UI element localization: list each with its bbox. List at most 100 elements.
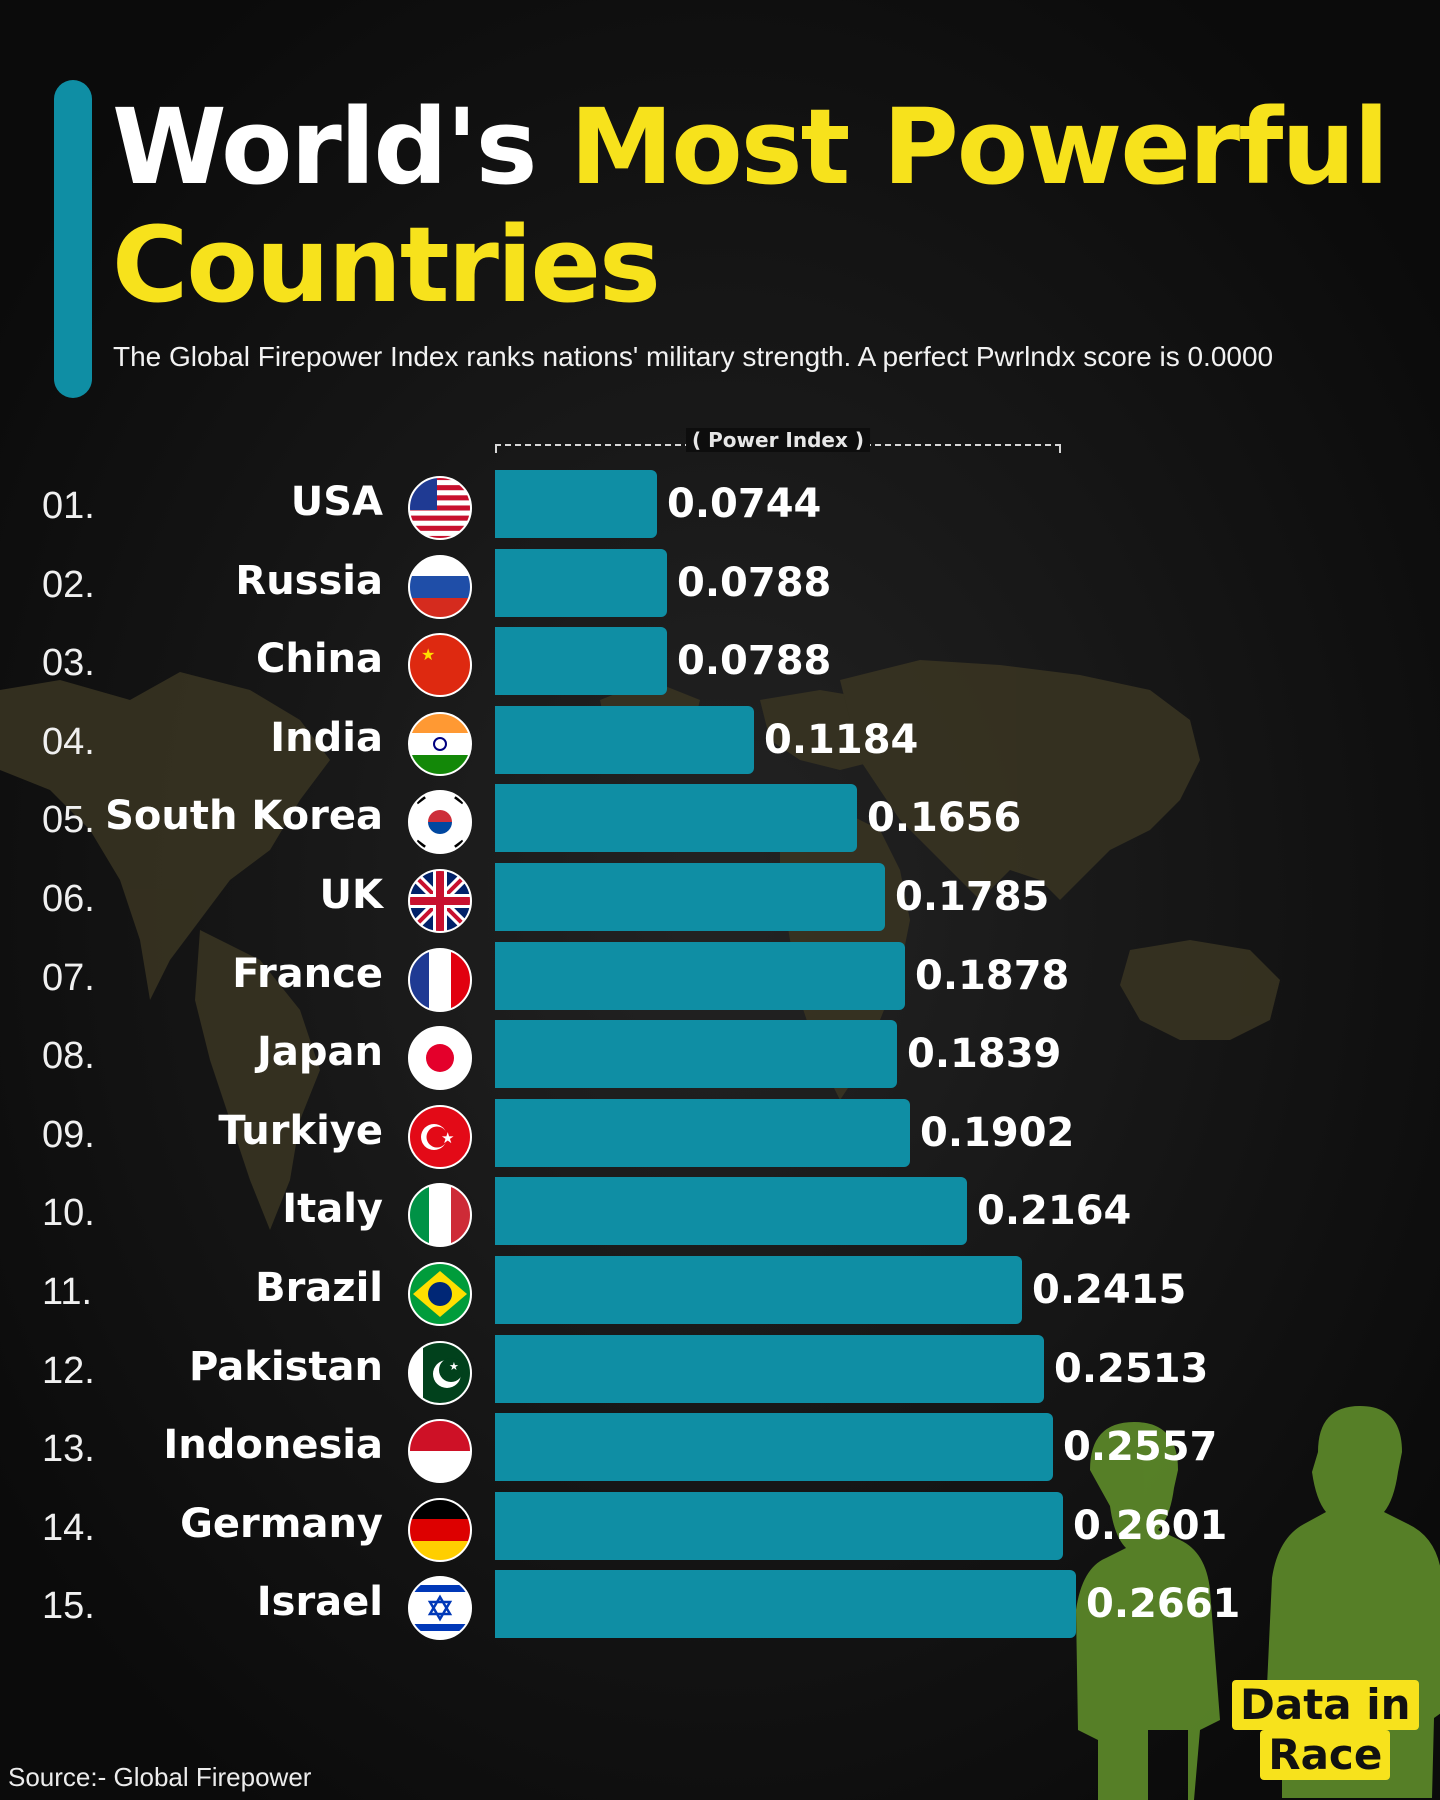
chart-row: 02. Russia 0.0788 [0, 546, 1440, 619]
turkiye-flag-icon: ★ [407, 1104, 473, 1170]
bar [495, 1098, 910, 1167]
category-label: Turkiye [218, 1107, 383, 1154]
category-label: UK [319, 872, 383, 918]
category-label: Brazil [255, 1265, 383, 1311]
south-korea-flag-icon [407, 789, 473, 855]
chart-row: 03. China ★ 0.0788 [0, 624, 1440, 698]
japan-flag-icon [407, 1025, 473, 1091]
bar [495, 1020, 897, 1089]
data-label: 0.2557 [1063, 1424, 1218, 1471]
rank-label: 15. [42, 1585, 95, 1628]
axis-label: ( Power Index ) [686, 428, 870, 452]
svg-text:★: ★ [421, 645, 435, 664]
page-subtitle: The Global Firepower Index ranks nations… [113, 341, 1274, 372]
category-label: France [232, 950, 383, 997]
rank-label: 04. [42, 720, 95, 763]
rank-label: 01. [42, 485, 95, 527]
chart-row: 08. Japan 0.1839 [0, 1017, 1440, 1091]
data-label: 0.1785 [895, 874, 1050, 920]
data-label: 0.0744 [667, 481, 822, 527]
category-label: Russia [235, 557, 383, 604]
bar [495, 1256, 1022, 1324]
bar [495, 1491, 1063, 1560]
category-label: South Korea [105, 793, 383, 840]
rank-label: 12. [42, 1349, 95, 1392]
chart-row: 11. Brazil 0.2415 [0, 1253, 1440, 1326]
bar [495, 1334, 1044, 1403]
data-label: 0.1902 [920, 1109, 1075, 1156]
source-credit: Source:- Global Firepower [8, 1762, 312, 1792]
page-title: World's Most Powerful Countries [112, 86, 1389, 326]
axis-title: ( Power Index ) [495, 428, 1061, 458]
chart-row: 12. Pakistan ★ 0.2513 [0, 1332, 1440, 1405]
chart-row: 10. Italy 0.2164 [0, 1174, 1440, 1248]
svg-text:★: ★ [441, 1129, 454, 1147]
category-label: Germany [180, 1500, 383, 1547]
axis-bracket-right [1059, 444, 1061, 453]
bar [495, 548, 667, 617]
rank-label: 05. [42, 799, 95, 842]
category-label: Pakistan [189, 1343, 383, 1390]
logo-line-1: Data in [1232, 1680, 1419, 1730]
indonesia-flag-icon [407, 1418, 473, 1484]
logo-line-2: Race [1260, 1730, 1391, 1780]
bar [495, 1177, 967, 1246]
category-label: USA [290, 479, 383, 525]
rank-label: 08. [42, 1035, 95, 1078]
category-label: Italy [282, 1186, 383, 1233]
axis-bracket-left [495, 444, 497, 453]
bar [495, 863, 885, 931]
bar [495, 627, 667, 696]
category-label: Indonesia [163, 1422, 383, 1469]
category-label: India [270, 714, 383, 761]
title-accent-bar [54, 80, 92, 398]
chart-row: 15. Israel 0.2661 [0, 1567, 1440, 1641]
chart-row: 05. South Korea 0.1656 [0, 781, 1440, 855]
bar [495, 941, 905, 1010]
data-label: 0.2415 [1032, 1267, 1187, 1313]
title-part-2: Most Powerful [569, 86, 1389, 208]
data-in-race-logo: Data in Race [1232, 1680, 1419, 1780]
russia-flag-icon [407, 554, 473, 620]
chart-row: 01. USA 0.0744 [0, 467, 1440, 540]
bar [495, 1413, 1053, 1482]
chart-row: 04. India 0.1184 [0, 703, 1440, 776]
bar [495, 784, 857, 853]
svg-text:★: ★ [449, 1360, 459, 1373]
chart-row: 07. France 0.1878 [0, 939, 1440, 1012]
category-label: Israel [256, 1579, 383, 1626]
data-label: 0.1839 [907, 1031, 1062, 1078]
chart-row: 13. Indonesia 0.2557 [0, 1410, 1440, 1484]
data-label: 0.1878 [915, 952, 1070, 999]
rank-label: 13. [42, 1428, 95, 1471]
bar [495, 1570, 1076, 1639]
usa-flag-icon [407, 475, 473, 541]
data-label: 0.0788 [677, 559, 832, 606]
rank-label: 06. [42, 878, 95, 920]
title-part-1: World's [112, 86, 538, 208]
china-flag-icon: ★ [407, 632, 473, 698]
chart-row: 14. Germany 0.2601 [0, 1489, 1440, 1562]
israel-flag-icon [407, 1575, 473, 1641]
chart-row: 09. Turkiye ★ 0.1902 [0, 1096, 1440, 1169]
rank-label: 11. [42, 1271, 93, 1313]
category-label: China [255, 636, 383, 683]
france-flag-icon [407, 947, 473, 1013]
data-label: 0.2601 [1073, 1502, 1228, 1549]
title-part-3: Countries [112, 204, 661, 326]
data-label: 0.2164 [977, 1188, 1132, 1235]
pakistan-flag-icon: ★ [407, 1340, 473, 1406]
india-flag-icon [407, 711, 473, 777]
bar [495, 470, 657, 538]
chart-row: 06. UK 0.1785 [0, 860, 1440, 933]
bar [495, 705, 754, 774]
rank-label: 14. [42, 1506, 95, 1549]
rank-label: 09. [42, 1113, 95, 1156]
rank-label: 10. [42, 1192, 95, 1235]
brazil-flag-icon [407, 1261, 473, 1327]
category-label: Japan [257, 1029, 383, 1076]
data-label: 0.2513 [1054, 1345, 1209, 1392]
rank-label: 07. [42, 956, 95, 999]
rank-label: 03. [42, 642, 95, 685]
